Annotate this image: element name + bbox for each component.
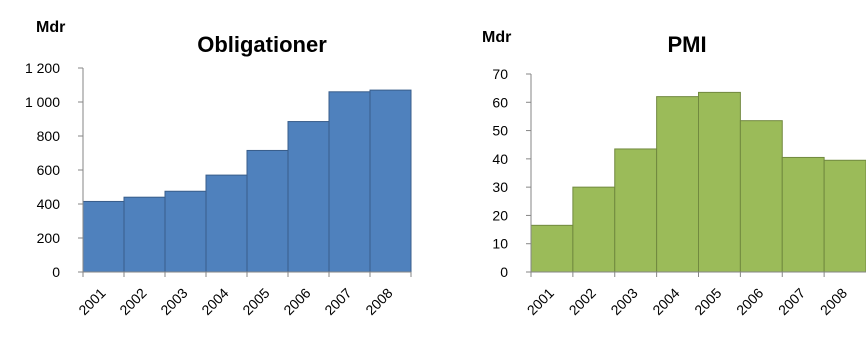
chart-pmi-bars	[530, 91, 866, 273]
chart-pmi-bar-2007	[781, 156, 825, 273]
chart-pmi-y-tick-label: 70	[492, 66, 508, 82]
chart-obligationer-x-tick-label: 2003	[157, 285, 190, 318]
chart-pmi-bar-2002	[572, 186, 616, 273]
chart-pmi-bar-2006	[739, 120, 783, 273]
chart-pmi-bar-2004	[656, 96, 700, 273]
chart-obligationer-unit-label: Mdr	[36, 19, 65, 36]
chart-pmi-x-tick-label: 2007	[775, 285, 808, 318]
chart-pmi-x-tick-label: 2005	[691, 285, 724, 318]
chart-obligationer-y-tick-label: 1 000	[25, 94, 60, 110]
chart-pmi-y-tick-label: 10	[492, 236, 508, 252]
chart-pmi-x-tick-label: 2006	[733, 285, 766, 318]
chart-pmi-bar-2003	[614, 148, 658, 273]
chart-pmi-unit-label: Mdr	[482, 29, 511, 46]
chart-pmi-bar-2001	[530, 224, 574, 273]
chart-obligationer-bar-2006	[287, 121, 330, 273]
chart-obligationer-y-tick-label: 1 200	[25, 60, 60, 76]
chart-obligationer-bar-2007	[328, 91, 371, 273]
chart-pmi-x-tick-label: 2002	[566, 285, 599, 318]
chart-obligationer-x-tick-label: 2004	[198, 285, 231, 318]
chart-obligationer-bars	[82, 89, 412, 273]
chart-obligationer-y-tick-label: 200	[37, 230, 61, 246]
chart-obligationer-x-tick-label: 2005	[239, 285, 272, 318]
chart-obligationer-y-tick-label: 600	[37, 162, 61, 178]
chart-obligationer-title: Obligationer	[197, 32, 327, 57]
chart-obligationer-x-tick-label: 2006	[280, 285, 313, 318]
chart-pmi: Mdr PMI 0 10 20 30 40 50 60 70 2001 2002 2003 2004 2…	[482, 29, 866, 318]
chart-obligationer-bar-2004	[205, 174, 248, 273]
chart-obligationer-x-tick-label: 2002	[116, 285, 149, 318]
chart-pmi-x-tick-label: 2008	[817, 285, 850, 318]
chart-obligationer-y-tick-label: 0	[52, 264, 60, 280]
chart-obligationer-bar-2001	[82, 200, 125, 273]
chart-pmi-x-tick-label: 2001	[524, 285, 557, 318]
chart-obligationer-bar-2008	[369, 89, 412, 273]
chart-pmi-bar-2008	[823, 159, 866, 273]
chart-pmi-y-tick-label: 0	[500, 264, 508, 280]
chart-pmi-y-tick-label: 20	[492, 207, 508, 223]
chart-pmi-title: PMI	[667, 32, 706, 57]
chart-pmi-x-tick-label: 2003	[607, 285, 640, 318]
chart-pmi-y-tick-label: 30	[492, 179, 508, 195]
chart-pmi-y-tick-label: 40	[492, 151, 508, 167]
chart-pmi-y-tick-label: 50	[492, 123, 508, 139]
chart-obligationer: Mdr Obligationer 0 200 400 600 800 1 000 1 200…	[25, 19, 412, 318]
chart-obligationer-bar-2003	[164, 190, 207, 273]
chart-pmi-y-tick-label: 60	[492, 94, 508, 110]
chart-obligationer-y-tick-label: 400	[37, 196, 61, 212]
chart-obligationer-bar-2005	[246, 149, 289, 273]
chart-obligationer-x-tick-label: 2001	[75, 285, 108, 318]
chart-obligationer-x-tick-label: 2008	[362, 285, 395, 318]
chart-obligationer-bar-2002	[123, 196, 166, 273]
chart-pmi-bar-2005	[698, 91, 741, 273]
chart-obligationer-y-tick-label: 800	[37, 128, 61, 144]
chart-obligationer-x-tick-label: 2007	[321, 285, 354, 318]
chart-pmi-x-tick-label: 2004	[649, 285, 682, 318]
